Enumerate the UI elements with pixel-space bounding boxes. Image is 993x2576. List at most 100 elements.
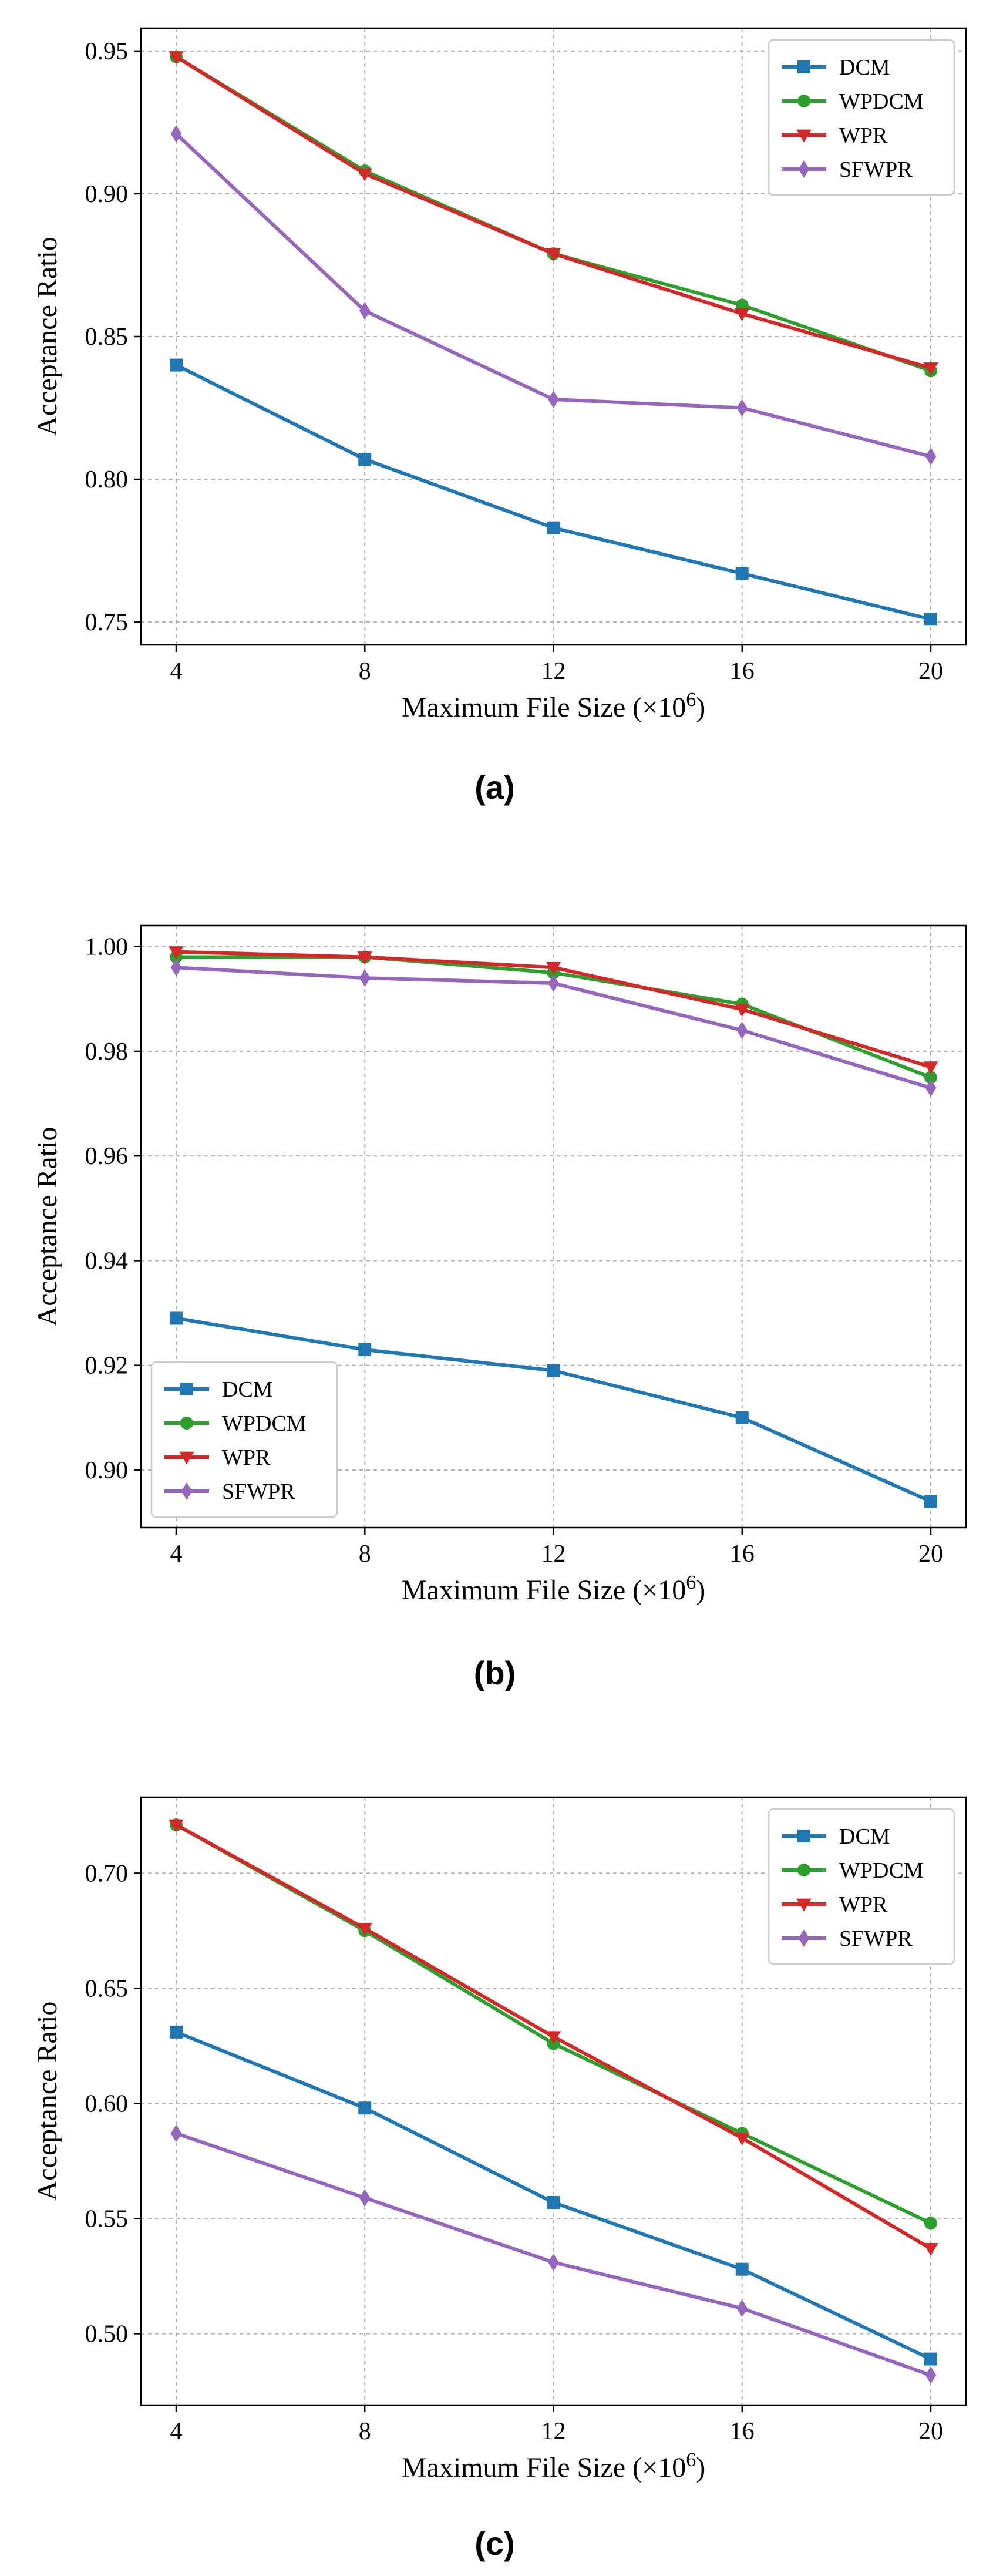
data-point — [923, 2243, 938, 2256]
legend-item-sfwpr: SFWPR — [782, 157, 913, 182]
data-point — [546, 961, 561, 975]
y-tick-label: 0.90 — [85, 1457, 129, 1484]
data-point — [170, 959, 182, 977]
data-point — [735, 567, 749, 580]
data-point — [735, 2262, 749, 2276]
x-axis-label-close: ) — [696, 2452, 705, 2483]
legend-label: SFWPR — [839, 1926, 913, 1951]
legend-label: WPDCM — [839, 89, 924, 114]
y-tick-label: 0.98 — [85, 1038, 129, 1065]
x-tick-label: 20 — [918, 2418, 943, 2445]
y-axis-label: Acceptance Ratio — [32, 1127, 63, 1327]
data-point — [924, 613, 937, 626]
x-tick-label: 20 — [918, 658, 943, 685]
y-tick-label: 0.95 — [85, 38, 129, 65]
legend-label: DCM — [839, 55, 890, 80]
legend-item-wpr: WPR — [164, 1445, 271, 1470]
data-point — [546, 248, 561, 261]
legend-marker — [796, 1898, 812, 1912]
legend-item-wpdcm: WPDCM — [782, 89, 924, 114]
series-sfwpr — [170, 959, 937, 1097]
legend: DCM WPDCM WPR SFWPR — [768, 1808, 955, 1965]
x-tick-label: 4 — [170, 1541, 183, 1568]
series-wpr — [169, 51, 938, 376]
legend: DCM WPDCM WPR SFWPR — [768, 39, 955, 196]
x-axis-label-main: Maximum File Size (×10 — [402, 692, 686, 723]
data-point — [357, 168, 372, 181]
x-tick-label: 16 — [730, 1541, 755, 1568]
x-tick-label: 8 — [359, 2418, 371, 2445]
x-tick-label: 12 — [541, 658, 566, 685]
data-point — [357, 951, 372, 965]
figure-caption: (b) — [474, 1654, 516, 1691]
x-tick-label: 8 — [359, 658, 371, 685]
y-tick-label: 0.90 — [85, 181, 129, 208]
chart-panel-b: 4 8 12 16 20 0.90 0.92 0.94 0.96 0.98 1.00 Maximum … — [32, 924, 967, 1691]
x-axis-label-close: ) — [696, 1575, 705, 1606]
y-tick-label: 0.65 — [85, 1975, 129, 2002]
series-wpr — [169, 1819, 938, 2256]
data-point — [735, 2132, 750, 2145]
legend-item-sfwpr: SFWPR — [164, 1479, 295, 1504]
legend-item-sfwpr: SFWPR — [782, 1926, 913, 1951]
x-axis-label-close: ) — [696, 692, 705, 723]
legend-box — [768, 1808, 955, 1965]
legend-box — [768, 39, 955, 196]
x-tick-label: 16 — [730, 658, 755, 685]
x-axis-label: Maximum File Size (×106) — [402, 2449, 705, 2483]
data-point — [170, 2025, 183, 2039]
legend-label: WPDCM — [222, 1411, 307, 1436]
data-point — [359, 2189, 371, 2207]
series-dcm — [170, 2025, 937, 2366]
data-point — [924, 1071, 937, 1084]
legend-marker — [180, 1383, 193, 1395]
legend-item-wpr: WPR — [782, 123, 888, 148]
x-axis-label-main: Maximum File Size (×10 — [402, 2452, 686, 2483]
series-sfwpr — [170, 125, 937, 466]
x-tick-label: 4 — [170, 658, 183, 685]
data-point — [359, 969, 371, 987]
y-tick-label: 0.75 — [85, 609, 129, 636]
data-point — [548, 2254, 559, 2271]
figure-caption: (c) — [474, 2525, 514, 2562]
data-point — [736, 2299, 748, 2318]
data-point — [735, 308, 750, 321]
legend-marker — [797, 1830, 810, 1842]
legend-marker — [797, 95, 810, 107]
data-point — [548, 974, 559, 992]
series-sfwpr — [170, 2124, 937, 2384]
data-point — [925, 448, 937, 466]
legend-marker — [798, 1929, 810, 1947]
data-point — [735, 1004, 750, 1017]
data-point — [358, 2101, 372, 2115]
data-point — [923, 362, 938, 376]
legend-label: DCM — [222, 1377, 273, 1402]
data-point — [924, 2217, 937, 2230]
y-tick-label: 0.60 — [85, 2090, 129, 2117]
x-tick-label: 8 — [359, 1541, 371, 1568]
data-point — [547, 2196, 560, 2209]
y-tick-label: 0.92 — [85, 1353, 129, 1380]
legend-item-wpdcm: WPDCM — [782, 1858, 924, 1883]
x-axis-label-exponent: 6 — [686, 2449, 696, 2471]
data-point — [169, 51, 184, 65]
data-point — [170, 2124, 182, 2143]
data-point — [170, 1311, 183, 1325]
x-tick-label: 12 — [541, 2418, 566, 2445]
y-tick-label: 1.00 — [85, 934, 129, 961]
legend-item-wpdcm: WPDCM — [164, 1411, 307, 1436]
y-tick-label: 0.80 — [85, 466, 129, 493]
data-point — [358, 1343, 372, 1356]
data-point — [736, 1021, 748, 1040]
legend-label: WPR — [222, 1445, 271, 1470]
legend-label: SFWPR — [222, 1479, 295, 1504]
data-point — [546, 2031, 561, 2044]
data-point — [925, 1079, 937, 1097]
y-tick-label: 0.96 — [85, 1143, 129, 1170]
data-point — [547, 1364, 560, 1377]
x-axis-label-exponent: 6 — [686, 1572, 696, 1593]
data-point — [359, 302, 371, 320]
y-axis-label: Acceptance Ratio — [32, 237, 63, 436]
legend-marker — [180, 1417, 193, 1430]
